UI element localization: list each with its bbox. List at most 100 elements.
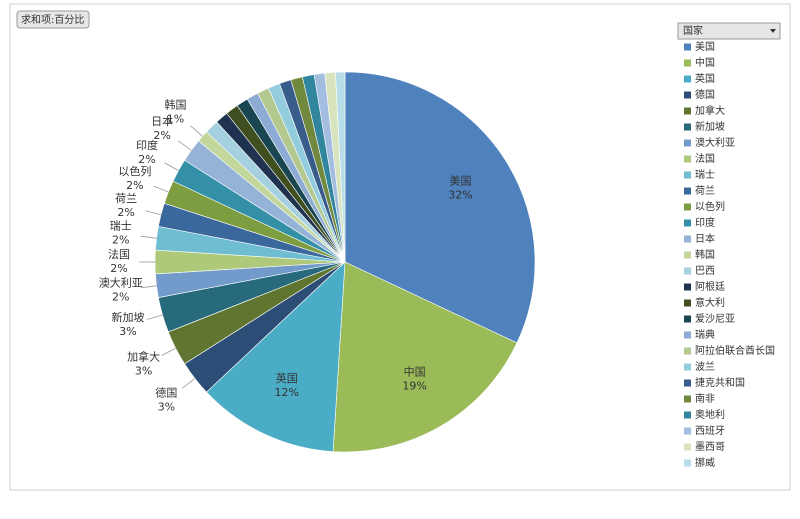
legend-label: 挪威 [695, 456, 715, 469]
data-label-name: 日本 [151, 114, 173, 128]
legend-swatch [684, 331, 691, 339]
legend-label: 中国 [695, 56, 715, 69]
data-label-name: 加拿大 [127, 350, 160, 364]
legend-swatch [684, 379, 691, 387]
legend-swatch [684, 459, 691, 467]
legend-label: 瑞士 [695, 168, 715, 181]
legend-swatch [684, 251, 691, 259]
data-label: 3% [135, 365, 152, 378]
data-label-name: 美国 [450, 175, 472, 188]
dropdown-arrow [770, 29, 776, 33]
data-label: 1% [167, 113, 184, 126]
legend-label: 法国 [695, 152, 715, 165]
legend-swatch [684, 155, 691, 163]
data-label: 19% [402, 380, 426, 393]
legend-label: 加拿大 [695, 104, 725, 117]
legend-swatch [684, 395, 691, 403]
legend-label: 爱沙尼亚 [695, 312, 735, 325]
legend-label: 美国 [695, 40, 715, 53]
data-label-name: 法国 [108, 247, 130, 261]
data-label-name: 德国 [155, 386, 177, 400]
legend-swatch [684, 203, 691, 211]
data-label-name: 印度 [136, 138, 158, 152]
leader-line [161, 347, 176, 356]
legend-swatch [684, 315, 691, 323]
legend-label: 波兰 [695, 360, 715, 373]
legend-label: 澳大利亚 [695, 136, 735, 149]
data-label: 2% [112, 234, 129, 247]
legend-swatch [684, 91, 691, 99]
legend-label: 以色列 [695, 200, 725, 213]
legend-title: 国家 [683, 24, 703, 37]
data-label: 2% [153, 129, 170, 142]
leader-line [153, 185, 169, 193]
chart-title: 求和项:百分比 [21, 14, 84, 26]
legend-swatch [684, 443, 691, 451]
pie-slice [344, 71, 536, 344]
data-label: 2% [138, 153, 155, 166]
legend-label: 西班牙 [695, 425, 725, 437]
legend-swatch [684, 75, 691, 83]
legend-label: 印度 [695, 216, 715, 229]
pie-slice [332, 261, 518, 453]
legend-label: 韩国 [695, 248, 715, 261]
data-label-name: 英国 [276, 371, 298, 385]
legend-label: 南非 [695, 392, 715, 405]
data-label-name: 新加坡 [111, 310, 144, 324]
legend-label: 荷兰 [695, 184, 715, 197]
data-label: 2% [112, 290, 129, 303]
data-label: 2% [110, 262, 127, 275]
data-label: 12% [275, 386, 299, 399]
legend-swatch [684, 123, 691, 131]
legend-filter[interactable] [677, 22, 781, 40]
pie-slice [206, 261, 346, 452]
legend-swatch [684, 267, 691, 275]
legend-label: 瑞典 [695, 328, 715, 341]
legend-swatch [684, 411, 691, 419]
legend-swatch [684, 171, 691, 179]
legend-label: 阿拉伯联合酋长国 [695, 344, 775, 357]
legend-label: 阿根廷 [695, 280, 725, 293]
legend-swatch [684, 283, 691, 291]
data-label: 2% [117, 206, 134, 219]
legend-label: 英国 [695, 72, 715, 85]
legend-swatch [684, 187, 691, 195]
data-label-name: 以色列 [118, 164, 151, 178]
legend-swatch [684, 235, 691, 243]
data-label: 32% [448, 189, 472, 202]
legend-label: 巴西 [695, 265, 715, 277]
legend-label: 新加坡 [695, 120, 725, 133]
legend-label: 意大利 [695, 296, 725, 309]
data-label-name: 荷兰 [115, 192, 137, 205]
legend-swatch [684, 59, 691, 67]
legend-swatch [684, 299, 691, 307]
legend-swatch [684, 107, 691, 115]
data-label: 3% [158, 401, 175, 414]
legend-swatch [684, 219, 691, 227]
leader-line [145, 210, 162, 216]
legend-swatch [684, 43, 691, 51]
data-label-name: 澳大利亚 [99, 275, 143, 289]
leader-line [140, 285, 157, 289]
leader-line [140, 235, 157, 239]
legend-swatch [684, 427, 691, 435]
leader-line [147, 314, 163, 320]
legend-label: 日本 [695, 232, 715, 245]
legend-label: 德国 [695, 88, 715, 101]
data-label-name: 韩国 [164, 98, 186, 112]
data-label-name: 瑞士 [110, 219, 132, 233]
legend-label: 奥地利 [695, 408, 725, 421]
leader-line [164, 162, 179, 171]
legend-label: 墨西哥 [695, 441, 725, 453]
data-label: 2% [126, 179, 143, 192]
legend-swatch [684, 363, 691, 371]
data-label: 3% [119, 325, 136, 338]
legend-label: 捷克共和国 [695, 376, 745, 389]
pie-slice [335, 71, 346, 263]
leader-line [190, 125, 203, 137]
leader-line [178, 140, 192, 151]
leader-line [181, 378, 196, 389]
data-label-name: 中国 [404, 366, 426, 379]
field-button[interactable] [16, 10, 90, 29]
